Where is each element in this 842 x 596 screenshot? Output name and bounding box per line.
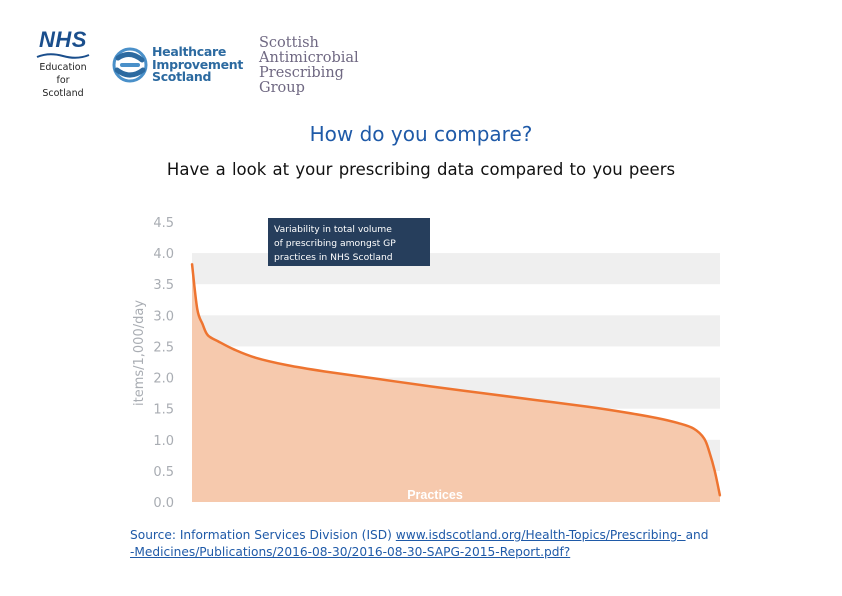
his-swirl-icon — [112, 47, 148, 83]
grid-band — [192, 315, 720, 347]
sapg-logo-line-3: Prescribing — [259, 65, 344, 81]
nhs-logo-line-3: Scotland — [42, 88, 84, 99]
nhs-logo-line-1: Education — [39, 62, 87, 73]
page-subtitle: Have a look at your prescribing data com… — [166, 160, 676, 179]
data-point — [196, 308, 199, 310]
his-logo-line-2: Improvement — [152, 56, 244, 72]
data-point — [376, 378, 378, 380]
series-points — [191, 262, 721, 497]
data-point — [428, 385, 431, 388]
callout-box — [268, 218, 430, 266]
source-note: Source: Information Services Division (I… — [130, 527, 810, 561]
data-point — [676, 422, 679, 424]
data-point — [207, 334, 209, 337]
y-tick-label: 0.5 — [153, 465, 174, 480]
nhs-wave-icon — [36, 53, 90, 59]
y-tick-label: 1.0 — [153, 434, 174, 449]
data-point — [713, 470, 716, 472]
callout-line: Variability in total volume — [274, 224, 392, 235]
y-tick-label: 4.0 — [153, 247, 174, 262]
data-point — [624, 411, 626, 414]
healthcare-improvement-scotland-logo: Healthcare Improvement Scotland — [112, 46, 243, 84]
y-tick-label: 3.0 — [153, 309, 174, 324]
source-prefix: Source: Information Services Division (I… — [130, 528, 396, 542]
data-point — [692, 427, 695, 430]
data-point — [703, 437, 705, 440]
source-mid: and — [685, 528, 709, 542]
his-logo-line-3: Scotland — [152, 69, 212, 85]
nhs-education-scotland-logo: NHS Education for Scotland — [30, 28, 96, 99]
data-point — [719, 494, 721, 497]
nhs-logo-line-2: for — [56, 75, 70, 86]
y-tick-label: 2.0 — [153, 372, 174, 387]
sapg-logo-line-2: Antimicrobial — [259, 50, 359, 66]
y-tick-label: 0.0 — [153, 496, 174, 511]
his-logo-line-1: Healthcare — [152, 44, 227, 60]
source-link-1[interactable]: www.isdscotland.org/Health-Topics/Prescr… — [395, 528, 686, 542]
y-tick-label: 1.5 — [153, 403, 174, 418]
data-point — [286, 364, 288, 366]
data-point — [481, 392, 484, 394]
sapg-logo: Scottish Antimicrobial Prescribing Group — [259, 36, 359, 96]
data-point — [201, 323, 204, 325]
y-tick-label: 3.5 — [153, 278, 174, 293]
callout-line: of prescribing amongst GP — [274, 238, 396, 249]
data-point — [587, 406, 589, 408]
data-point — [217, 340, 220, 343]
data-point — [708, 451, 711, 454]
y-tick-label: 4.5 — [153, 216, 174, 231]
data-point — [191, 262, 193, 265]
nhs-logo-mark: NHS — [39, 27, 87, 52]
annotation-callout: Variability in total volume of prescribin… — [268, 218, 430, 266]
page-title: How do you compare? — [309, 122, 533, 146]
data-point — [233, 348, 236, 351]
y-axis-ticks: 0.0 0.5 1.0 1.5 2.0 2.5 3.0 3.5 4.0 4.5 — [153, 216, 174, 511]
y-tick-label: 2.5 — [153, 340, 174, 355]
series-line — [190, 263, 722, 497]
data-point — [534, 399, 536, 401]
series-area — [192, 263, 720, 502]
sapg-logo-line-1: Scottish — [259, 35, 319, 51]
prescribing-variability-chart: 0.0 0.5 1.0 1.5 2.0 2.5 3.0 3.5 4.0 4.5 items/1,0… — [132, 216, 722, 511]
callout-line: practices in NHS Scotland — [274, 252, 393, 263]
data-point — [323, 370, 325, 373]
source-link-2[interactable]: -Medicines/Publications/2016-08-30/2016-… — [130, 545, 571, 559]
sapg-logo-line-4: Group — [259, 80, 305, 96]
data-point — [655, 417, 658, 419]
callout-text: Variability in total volume of prescribin… — [274, 224, 396, 263]
x-axis-label: Practices — [407, 488, 463, 502]
y-axis-label: items/1,000/day — [132, 300, 147, 406]
data-point — [254, 356, 257, 359]
